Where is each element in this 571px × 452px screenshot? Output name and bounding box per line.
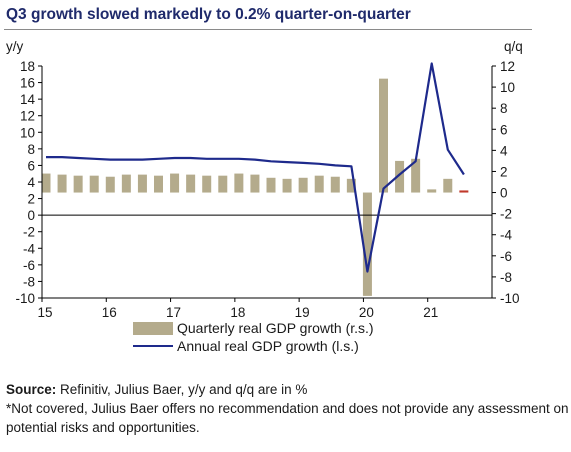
legend: Quarterly real GDP growth (r.s.) Annual …	[133, 319, 374, 355]
source-label: Source:	[6, 382, 57, 397]
bar-6	[137, 174, 147, 193]
bar-17	[314, 175, 324, 193]
x-tick-label-5: 20	[359, 305, 374, 320]
bar-5	[121, 174, 131, 193]
right-tick-label-6: 0	[500, 186, 508, 201]
x-tick-label-2: 17	[166, 305, 181, 320]
disclaimer-note: *Not covered, Julius Baer offers no reco…	[6, 401, 569, 435]
right-tick-label-5: 2	[500, 164, 508, 179]
bar-4	[105, 176, 115, 193]
right-tick-label-1: 10	[500, 80, 515, 95]
left-tick-label-6: 6	[27, 158, 35, 173]
right-axis-unit: q/q	[504, 39, 523, 54]
bar-7	[154, 175, 163, 193]
left-tick-label-13: -8	[23, 274, 35, 289]
legend-item-bars: Quarterly real GDP growth (r.s.)	[133, 319, 374, 337]
bar-16	[298, 177, 308, 193]
right-tick-label-3: 6	[500, 122, 508, 137]
right-tick-label-0: 12	[500, 59, 515, 74]
line-layer	[46, 62, 465, 273]
bar-0	[41, 173, 51, 193]
bar-23	[411, 158, 421, 193]
bar-18	[330, 176, 340, 193]
left-tick-label-3: 12	[20, 109, 35, 124]
left-tick-label-7: 4	[27, 175, 35, 190]
legend-swatch-line	[133, 345, 173, 347]
bar-15	[282, 178, 292, 193]
left-axis-unit: y/y	[6, 39, 24, 54]
bar-2	[73, 175, 83, 193]
legend-swatch-bars	[133, 321, 173, 335]
bar-19	[346, 178, 356, 193]
left-tick-label-8: 2	[27, 192, 35, 207]
x-tick-label-1: 16	[102, 305, 117, 320]
right-tick-label-9: -6	[500, 249, 512, 264]
bar-9	[186, 174, 196, 193]
legend-item-line: Annual real GDP growth (l.s.)	[133, 337, 374, 355]
bar-3	[89, 175, 99, 193]
right-tick-label-11: -10	[500, 291, 520, 306]
bar-21	[379, 78, 388, 193]
bar-24	[427, 189, 437, 193]
right-tick-label-4: 4	[500, 143, 508, 158]
right-tick-label-8: -4	[500, 228, 512, 243]
bar-25	[443, 178, 453, 193]
bar-1	[57, 174, 67, 193]
x-tick-label-6: 21	[423, 305, 438, 320]
x-tick-label-3: 18	[230, 305, 245, 320]
annual-growth-line	[46, 62, 465, 273]
left-tick-label-2: 14	[20, 92, 36, 107]
chart-title: Q3 growth slowed markedly to 0.2% quarte…	[6, 6, 411, 23]
bar-20	[362, 192, 372, 296]
bar-14	[266, 177, 276, 193]
x-tick-label-0: 15	[37, 305, 52, 320]
left-tick-label-11: -4	[23, 241, 35, 256]
legend-label-bars: Quarterly real GDP growth (r.s.)	[177, 320, 374, 336]
left-tick-label-5: 8	[27, 142, 35, 157]
bars-layer	[41, 78, 469, 296]
left-tick-label-4: 10	[20, 125, 35, 140]
right-tick-label-10: -8	[500, 270, 512, 285]
bar-13	[250, 174, 260, 193]
footnotes: Source: Refinitiv, Julius Baer, y/y and …	[6, 380, 571, 437]
bar-10	[202, 175, 212, 193]
source-note: Source: Refinitiv, Julius Baer, y/y and …	[6, 380, 571, 399]
left-tick-label-9: 0	[27, 208, 35, 223]
left-tick-label-1: 16	[20, 76, 35, 91]
bar-22	[395, 160, 405, 193]
bar-8	[170, 173, 180, 193]
right-tick-label-2: 8	[500, 101, 508, 116]
x-tick-label-4: 19	[295, 305, 310, 320]
left-tick-label-12: -6	[23, 258, 35, 273]
left-tick-label-14: -10	[15, 291, 35, 306]
ticks-layer: 181614121086420-2-4-6-8-10121086420-2-4-…	[6, 39, 523, 320]
left-tick-label-10: -2	[23, 225, 35, 240]
right-tick-label-7: -2	[500, 207, 512, 222]
bar-26	[459, 190, 469, 193]
bar-12	[234, 173, 244, 193]
title-divider	[4, 29, 532, 30]
source-text: Refinitiv, Julius Baer, y/y and q/q are …	[56, 382, 308, 397]
left-tick-label-0: 18	[20, 59, 35, 74]
legend-label-line: Annual real GDP growth (l.s.)	[177, 338, 359, 354]
bar-11	[218, 175, 228, 193]
